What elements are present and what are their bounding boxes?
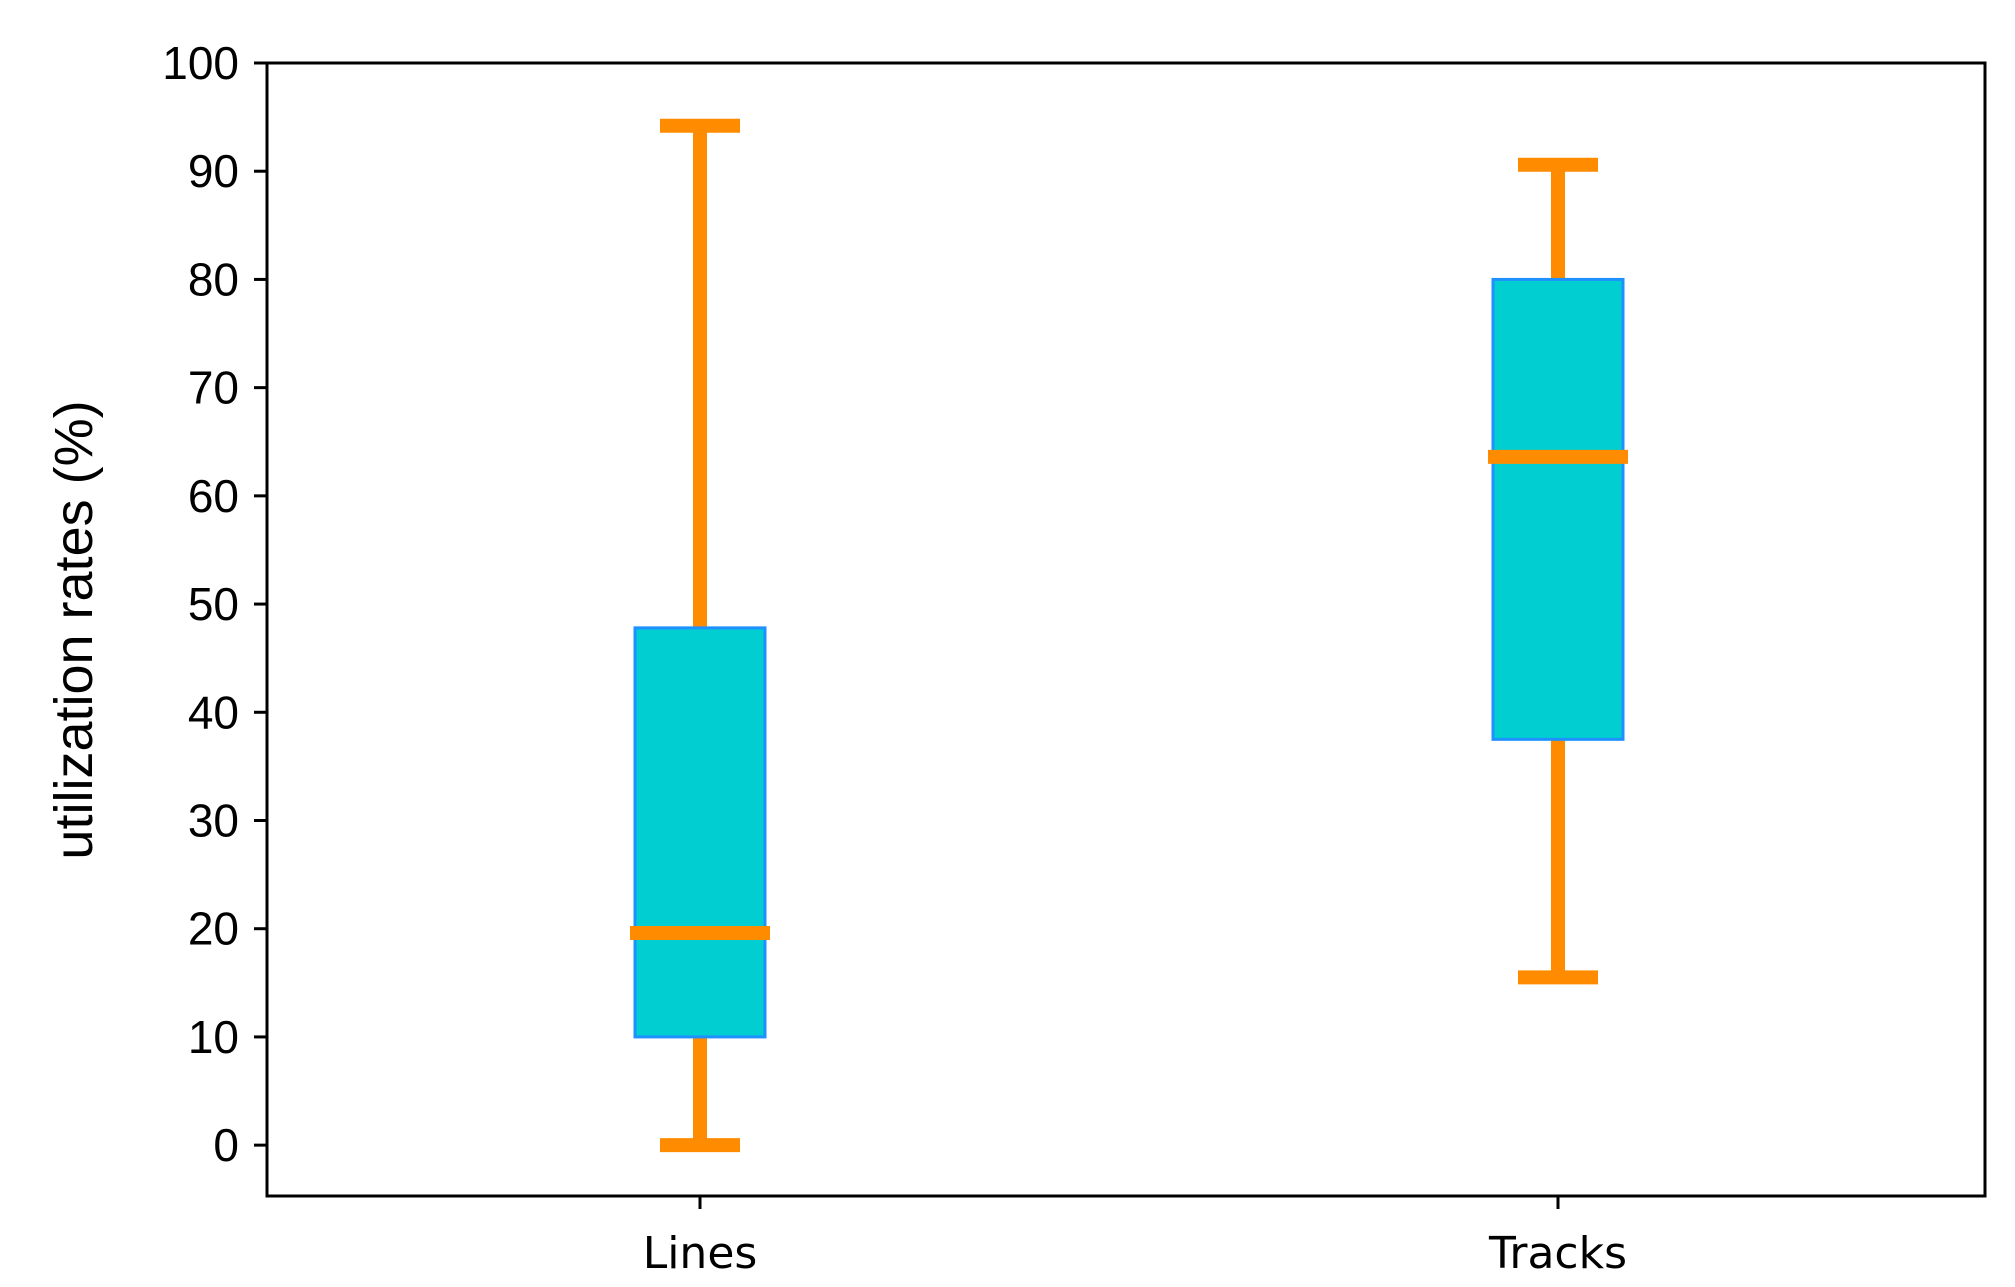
y-tick-label: 60 bbox=[188, 470, 239, 522]
y-tick-label: 40 bbox=[188, 686, 239, 738]
plot-area bbox=[265, 61, 1987, 1198]
y-tick-label: 80 bbox=[188, 253, 239, 305]
x-axis: Lines Tracks bbox=[643, 1196, 1627, 1279]
y-tick-label: 10 bbox=[188, 1011, 239, 1063]
y-tick-label: 100 bbox=[162, 37, 239, 89]
y-tick-label: 30 bbox=[188, 794, 239, 846]
box-lines bbox=[630, 118, 770, 1153]
box-series bbox=[630, 118, 1628, 1153]
box-tracks bbox=[1488, 157, 1628, 985]
y-axis: 0 10 20 30 40 50 60 70 80 90 100 bbox=[162, 37, 267, 1171]
iqr-box bbox=[633, 626, 767, 1039]
y-tick-label: 90 bbox=[188, 145, 239, 197]
y-axis-label: utilization rates (%) bbox=[44, 400, 104, 859]
y-tick-label: 50 bbox=[188, 578, 239, 630]
iqr-box bbox=[1491, 277, 1625, 741]
x-tick-label: Tracks bbox=[1488, 1228, 1627, 1279]
y-tick-label: 70 bbox=[188, 362, 239, 414]
x-tick-label: Lines bbox=[643, 1228, 758, 1279]
y-tick-label: 0 bbox=[213, 1119, 239, 1171]
y-tick-label: 20 bbox=[188, 903, 239, 955]
